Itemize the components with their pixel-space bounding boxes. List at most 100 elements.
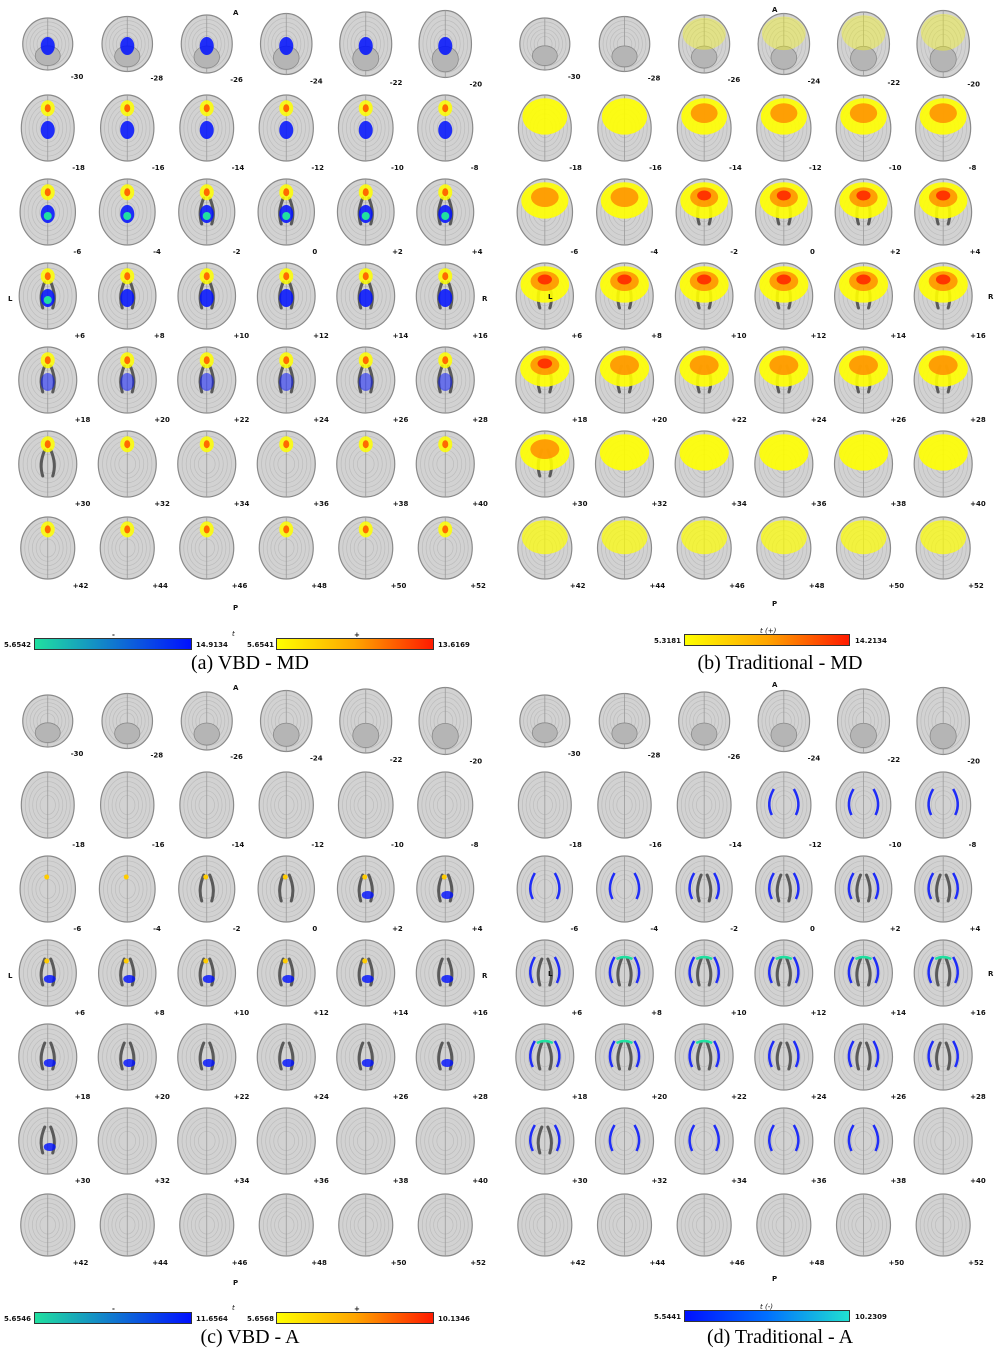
slice-label: +50 (889, 1259, 905, 1267)
brain-slice (674, 430, 734, 498)
brain-slice (833, 939, 894, 1007)
slice-label: -12 (809, 164, 822, 172)
slice-label: +50 (391, 1259, 407, 1267)
brain-slice (257, 855, 316, 923)
slice-label: +24 (313, 416, 329, 424)
brain-slice (20, 94, 75, 162)
anterior-label-a: A (233, 9, 239, 17)
slice-grid-b: -30 -28 -26 -24 -22 -20-18 -16 -14 -12 -10 -8-6 -4-… (515, 9, 986, 590)
slice-label: +28 (970, 1093, 986, 1101)
brain-slice (835, 1193, 892, 1257)
brain-slice (180, 14, 233, 74)
slice-label: -14 (232, 841, 245, 849)
brain-slice (99, 1193, 155, 1257)
slice-label: +52 (470, 1259, 486, 1267)
colorbar-title-c: t (232, 1304, 235, 1312)
slice-label: +30 (572, 1177, 588, 1185)
brain-slice (754, 430, 814, 498)
slice-label: +24 (811, 1093, 827, 1101)
neg-sign-c: - (112, 1305, 115, 1313)
min-b: 5.3181 (654, 637, 682, 645)
slice-label: +26 (393, 1093, 409, 1101)
slice-label: -12 (311, 841, 324, 849)
brain-slice (678, 14, 731, 74)
slice-label: +10 (731, 332, 747, 340)
brain-slice (258, 94, 314, 162)
posterior-label-b: P (772, 600, 778, 608)
slice-label: -20 (469, 81, 482, 89)
slice-grid-d: -30 -28 -26 -24 -22 -20-18 -16 -14 -12 -10 -8-6 -4-… (515, 686, 986, 1267)
brain-slice (915, 1193, 971, 1257)
slice-label: +26 (393, 416, 409, 424)
right-label-c: R (482, 972, 488, 980)
brain-slice (754, 346, 814, 414)
slice-label: +6 (571, 332, 582, 340)
brain-slice (415, 939, 475, 1007)
brain-slice (834, 178, 893, 246)
slice-label: -30 (71, 73, 84, 81)
slice-label: -16 (649, 841, 662, 849)
brain-slice (179, 516, 235, 580)
slice-label: +44 (650, 1259, 666, 1267)
slice-label: +52 (968, 1259, 984, 1267)
brain-slice (914, 178, 973, 246)
slice-label: +34 (234, 1177, 250, 1185)
slice-label: +20 (154, 416, 170, 424)
posterior-label-d: P (772, 1275, 778, 1283)
brain-slice (915, 771, 972, 839)
brain-slice (338, 516, 394, 580)
brain-slice (256, 430, 316, 498)
brain-slice (678, 691, 731, 751)
brain-slice (835, 771, 892, 839)
slice-label: +8 (651, 1009, 662, 1017)
brain-slice (256, 939, 316, 1007)
slice-label: +42 (570, 582, 586, 590)
brain-slice (97, 1107, 157, 1175)
brain-slice (916, 686, 970, 756)
slice-label: +46 (729, 1259, 745, 1267)
slice-label: -20 (967, 81, 980, 89)
anterior-label-b: A (772, 6, 778, 14)
brain-slice (177, 939, 237, 1007)
right-label-d: R (988, 970, 994, 978)
brain-slice (596, 855, 653, 923)
brain-slice (516, 178, 574, 246)
brain-slice (177, 346, 237, 414)
slice-label: -6 (571, 248, 579, 256)
slice-label: +16 (472, 1009, 488, 1017)
slice-label: +48 (809, 582, 825, 590)
brain-slice (674, 1107, 734, 1175)
slice-label: +2 (890, 248, 901, 256)
brain-slice (415, 262, 475, 330)
slice-label: +20 (154, 1093, 170, 1101)
max-d: 10.2309 (855, 1313, 887, 1321)
brain-slice (515, 430, 575, 498)
brain-slice (20, 516, 76, 580)
brain-slice (594, 430, 655, 498)
brain-slice (515, 262, 575, 330)
slice-label: +18 (572, 1093, 588, 1101)
brain-slice (258, 771, 314, 839)
brain-slice (179, 1193, 235, 1257)
slice-label: +12 (811, 1009, 827, 1017)
brain-slice (594, 1023, 655, 1091)
brain-slice (257, 178, 316, 246)
slice-label: +46 (729, 582, 745, 590)
pos-sign-c: + (354, 1305, 360, 1313)
slice-label: -16 (152, 164, 165, 172)
slice-label: +28 (472, 416, 488, 424)
slice-label: -14 (232, 164, 245, 172)
slice-label: -24 (310, 78, 323, 86)
brain-slice (177, 1023, 237, 1091)
brain-slice (915, 94, 972, 162)
brain-slice (836, 688, 891, 754)
slice-label: +18 (572, 416, 588, 424)
slice-label: +10 (234, 332, 250, 340)
brain-slice (417, 1193, 473, 1257)
positive-colorbar-a (276, 638, 434, 650)
caption-b: (b) Traditional - MD (697, 652, 863, 674)
pos-max-a: 13.6169 (438, 641, 470, 649)
brain-slice (913, 262, 973, 330)
slice-label: +44 (152, 582, 168, 590)
brain-slice (415, 346, 475, 414)
